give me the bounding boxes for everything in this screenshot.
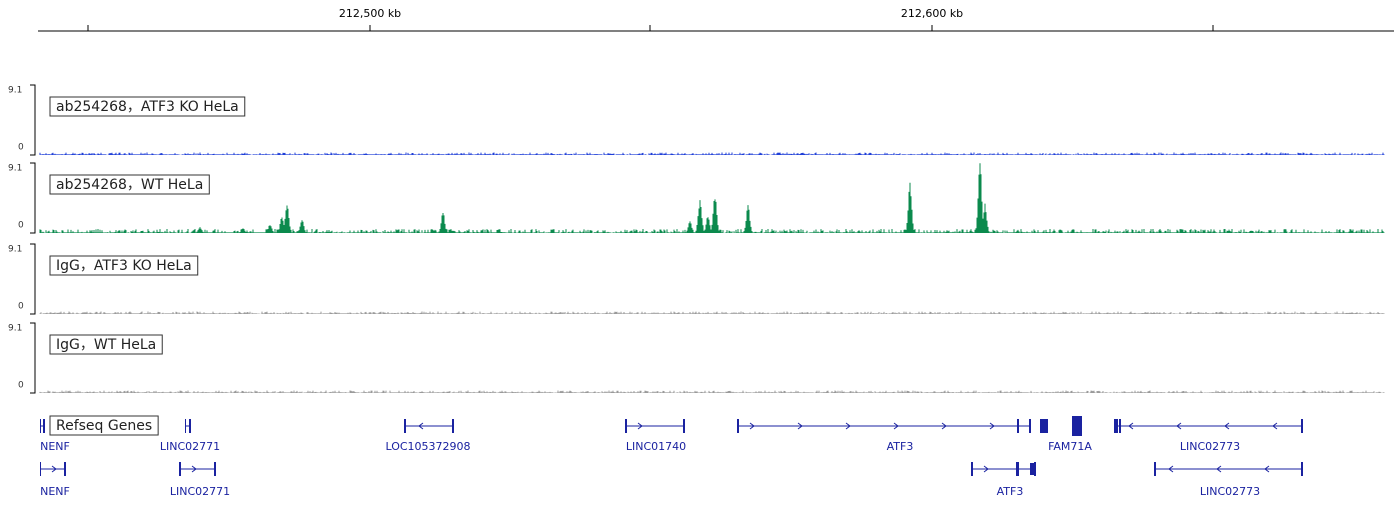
gene-label: LOC105372908: [385, 440, 470, 453]
gene-label: FAM71A: [1048, 440, 1092, 453]
track-name-box: [49, 415, 159, 436]
scale-max: 9.1: [8, 245, 22, 255]
track-name: ab254268，WT HeLa: [56, 177, 203, 193]
strand-arrow: [51, 465, 57, 473]
gene-label: LINC02773: [1200, 485, 1260, 498]
gene-label: NENF: [40, 440, 70, 453]
strand-arrow: [191, 465, 197, 473]
gene-label: NENF: [40, 485, 70, 498]
track-name-box: [49, 255, 199, 276]
scale-min: 0: [18, 143, 24, 153]
label-bg: [50, 416, 185, 435]
scale-bracket: [30, 243, 36, 315]
strand-arrow: [1168, 465, 1174, 473]
gene-label: LINC01740: [626, 440, 686, 453]
scale-bracket: [30, 84, 36, 156]
strand-arrow: [1264, 465, 1270, 473]
coverage-signal: [39, 311, 1385, 314]
scale-bracket: [30, 162, 36, 234]
track-name-box: [49, 334, 163, 355]
strand-arrow: [893, 422, 899, 430]
exon: [1040, 419, 1048, 433]
strand-arrow: [845, 422, 851, 430]
strand-arrow: [983, 465, 989, 473]
strand-arrow: [941, 422, 947, 430]
ruler-label: 212,500 kb: [339, 7, 401, 20]
scale-min: 0: [18, 381, 24, 391]
scale-max: 9.1: [8, 86, 22, 96]
strand-arrow: [1216, 465, 1222, 473]
scale-max: 9.1: [8, 164, 22, 174]
track-name: Refseq Genes: [56, 418, 152, 434]
coverage-signal: [39, 163, 1385, 233]
gene-label: LINC02771: [170, 485, 230, 498]
strand-arrow: [1176, 422, 1182, 430]
exon: [1072, 416, 1082, 436]
scale-min: 0: [18, 302, 24, 312]
strand-arrow: [1128, 422, 1134, 430]
track-name: ab254268，ATF3 KO HeLa: [56, 99, 239, 115]
scale-bracket: [30, 322, 36, 394]
track-name: IgG，ATF3 KO HeLa: [56, 258, 192, 274]
strand-arrow: [749, 422, 755, 430]
strand-arrow: [1224, 422, 1230, 430]
track-name-box: [49, 96, 246, 117]
gene-track: NENF LINC02771 LOC105372908 LINC01740 ATF3 FA…: [0, 410, 1303, 505]
scale-min: 0: [18, 221, 24, 231]
scale-max: 9.1: [8, 324, 22, 334]
coverage-signal: [39, 152, 1385, 155]
tracks: 9.1 0 ab254268，ATF3 KO HeLa 9.1 0 ab254268，WT…: [8, 84, 1385, 394]
track-name-box: [49, 174, 210, 195]
strand-arrow: [1272, 422, 1278, 430]
strand-arrow: [418, 422, 424, 430]
track-name: IgG，WT HeLa: [56, 337, 156, 353]
ruler-ticks: [87, 25, 1214, 31]
strand-arrow: [797, 422, 803, 430]
gene-label: ATF3: [887, 440, 914, 453]
coverage-signal: [39, 390, 1385, 393]
gene-label: LINC02771: [160, 440, 220, 453]
strand-arrow: [637, 422, 643, 430]
gene-label: ATF3: [997, 485, 1024, 498]
gene-label: LINC02773: [1180, 440, 1240, 453]
clip: [0, 410, 40, 505]
ruler-label: 212,600 kb: [901, 7, 963, 20]
strand-arrow: [989, 422, 995, 430]
exon: [1030, 463, 1036, 475]
